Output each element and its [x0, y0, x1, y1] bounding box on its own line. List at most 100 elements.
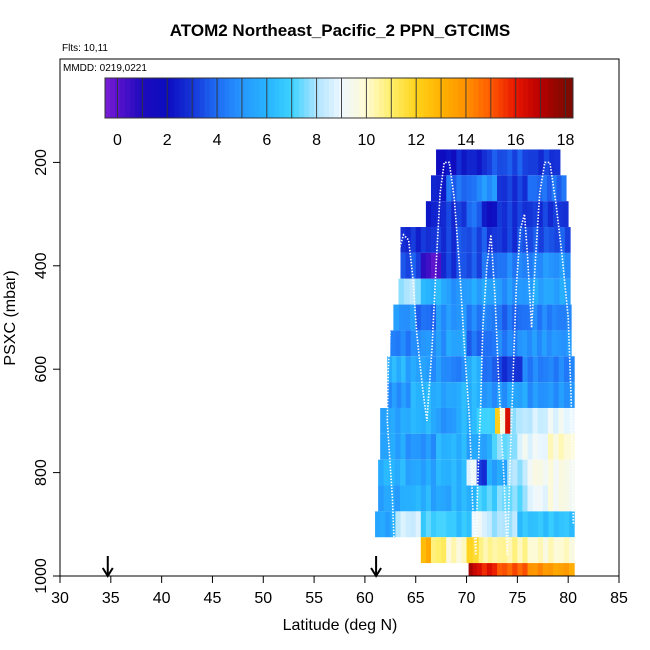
heatmap-cell	[522, 149, 528, 176]
heatmap-cell	[466, 278, 473, 305]
heatmap-cell	[507, 433, 513, 460]
heatmap-cell	[512, 485, 518, 512]
heatmap-cell	[390, 330, 396, 357]
heatmap-cell	[441, 227, 447, 253]
heatmap-cell	[410, 511, 417, 538]
heatmap-cell	[522, 175, 528, 202]
heatmap-cell	[522, 201, 528, 228]
heatmap-cell	[476, 278, 483, 305]
heatmap-cell	[466, 382, 473, 408]
heatmap-cell	[532, 304, 538, 331]
heatmap-cell	[556, 304, 562, 331]
heatmap-cell	[466, 149, 473, 176]
colorbar-swatch	[373, 78, 380, 118]
heatmap-cell	[451, 278, 457, 305]
heatmap-cell	[559, 227, 566, 253]
heatmap-cell	[507, 485, 513, 512]
colorbar-swatch	[319, 78, 325, 118]
heatmap-cell	[507, 227, 513, 253]
heatmap-cell	[451, 485, 457, 512]
heatmap-cell	[568, 563, 575, 576]
heatmap-cell	[430, 407, 437, 434]
heatmap-cell	[502, 459, 508, 486]
heatmap-cell	[485, 407, 491, 434]
heatmap-cell	[542, 485, 549, 512]
heatmap-cell	[400, 407, 406, 434]
heatmap-cell	[491, 278, 498, 305]
heatmap-cell	[400, 511, 406, 538]
heatmap-cell	[456, 304, 462, 331]
heatmap-cell	[461, 304, 467, 331]
heatmap-cell	[507, 278, 513, 305]
heatmap-cell	[486, 330, 493, 357]
colorbar-tick-label: 18	[557, 132, 575, 149]
heatmap-cell	[405, 356, 412, 383]
heatmap-cell	[527, 252, 534, 279]
heatmap-cell	[522, 304, 528, 331]
colorbar-tick-label: 0	[113, 132, 122, 149]
y-tick-label: 200	[33, 149, 50, 176]
heatmap-cell	[547, 433, 554, 460]
y-tick-label: 600	[33, 356, 50, 383]
heatmap-cell	[481, 485, 488, 512]
colorbar-swatch	[209, 78, 216, 118]
heatmap-cell	[566, 304, 572, 331]
heatmap-cell	[491, 356, 498, 383]
heatmap-cell	[532, 459, 539, 486]
heatmap-cell	[512, 175, 518, 202]
y-tick-label: 800	[33, 459, 50, 486]
heatmap-cell	[558, 459, 565, 486]
heatmap-cell	[542, 175, 548, 202]
heatmap-cell	[522, 227, 529, 253]
heatmap-cell	[549, 227, 555, 253]
colorbar-swatch	[493, 78, 499, 118]
heatmap-cell	[483, 537, 489, 564]
plot-frame	[59, 58, 620, 577]
heatmap-cell	[456, 433, 462, 460]
heatmap-cell	[466, 433, 473, 460]
heatmap-cell	[517, 356, 523, 383]
heatmap-cell	[532, 175, 538, 202]
heatmap-cell	[481, 227, 488, 253]
heatmap-cell	[502, 304, 508, 331]
heatmap-cell	[486, 304, 493, 331]
heatmap-cell	[441, 175, 447, 202]
heatmap-cell	[512, 227, 518, 253]
heatmap-cell	[430, 356, 437, 383]
heatmap-cell	[532, 149, 539, 176]
heatmap-cell	[543, 511, 549, 538]
heatmap-cell	[425, 537, 432, 564]
heatmap-cell	[507, 252, 513, 279]
heatmap-cell	[400, 330, 406, 357]
chart-title: ATOM2 Northeast_Pacific_2 PPN_GTCIMS	[170, 21, 510, 40]
heatmap-cell	[415, 459, 422, 486]
colorbar-swatch	[174, 78, 181, 118]
heatmap-cell	[390, 407, 396, 434]
x-tick-label: 85	[610, 590, 628, 607]
heatmap-cell	[481, 149, 488, 176]
heatmap-cell	[569, 537, 575, 564]
heatmap-cell	[502, 485, 508, 512]
colorbar-swatch	[269, 78, 275, 118]
heatmap-cell	[542, 433, 549, 460]
heatmap-cell	[537, 382, 544, 408]
colorbar-swatch	[403, 78, 410, 118]
heatmap-cell	[471, 433, 478, 460]
heatmap-cell	[400, 433, 406, 460]
heatmap-cell	[517, 175, 523, 202]
heatmap-cell	[446, 433, 452, 460]
colorbar-tick-label: 8	[312, 132, 321, 149]
heatmap-cell	[456, 278, 462, 305]
heatmap-cell	[461, 537, 467, 564]
heatmap-cell	[451, 433, 457, 460]
heatmap-cell	[486, 278, 493, 305]
heatmap-cell	[405, 330, 412, 357]
heatmap-cell	[502, 252, 508, 279]
colorbar-swatch	[558, 78, 564, 118]
heatmap-cell	[389, 459, 395, 486]
heatmap-cell	[436, 485, 442, 512]
heatmap-cell	[471, 201, 478, 228]
heatmap-cell	[522, 537, 528, 564]
heatmap-cell	[404, 304, 411, 331]
colorbar: 0 2 4 6 8 10 12 14 16 18	[104, 77, 575, 149]
